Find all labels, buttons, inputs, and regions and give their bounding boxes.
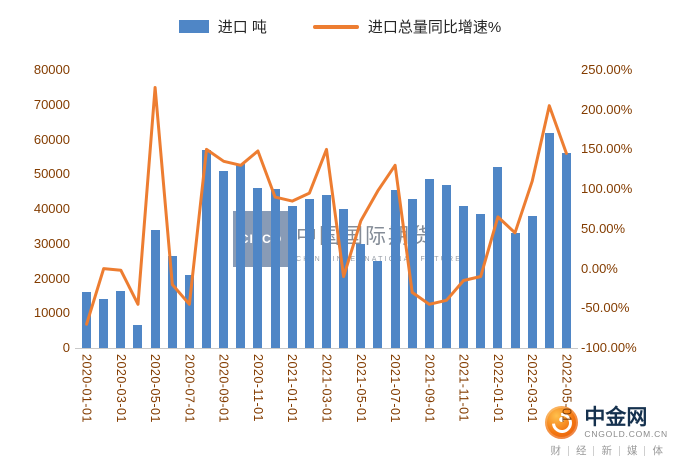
y-axis-right-tick-label: 50.00% xyxy=(581,220,626,236)
import-bar xyxy=(544,132,554,348)
import-bar xyxy=(424,179,434,348)
y-axis-right-tick-label: -50.00% xyxy=(581,300,630,316)
y-axis-right-tick-label: -100.00% xyxy=(581,340,637,355)
x-axis-tick-label: 2021-05-01 xyxy=(353,354,368,423)
x-axis-tick-label: 2021-07-01 xyxy=(388,354,403,423)
import-bar xyxy=(561,153,571,348)
import-bar xyxy=(527,215,537,348)
tagline-char: 财 xyxy=(550,445,561,457)
import-bar xyxy=(133,325,143,348)
x-axis-tick-label: 2020-07-01 xyxy=(182,354,197,423)
y-axis-right-tick-label: 0.00% xyxy=(581,260,618,276)
x-axis-line xyxy=(75,348,578,349)
x-axis-tick-label: 2022-01-01 xyxy=(490,354,505,423)
cngold-brand: 中金网 CNGOLD.COM.CN 财 经 新 媒 体 xyxy=(545,406,668,458)
x-axis-tick-label: 2020-11-01 xyxy=(250,354,265,423)
y-axis-left-tick-label: 30000 xyxy=(33,235,70,251)
brand-tagline: 财经新媒体 xyxy=(550,443,663,458)
brand-row: 中金网 CNGOLD.COM.CN xyxy=(545,406,668,439)
x-axis-tick-label: 2020-05-01 xyxy=(148,354,163,423)
import-bar xyxy=(322,195,331,348)
import-bar xyxy=(184,275,194,348)
import-bar xyxy=(287,205,297,348)
y-axis-left-tick-label: 40000 xyxy=(33,201,70,216)
tagline-separator xyxy=(644,445,646,456)
import-bar xyxy=(476,214,486,348)
line-series-label: 进口总量同比增速% xyxy=(367,19,502,36)
y-axis-left-tick-label: 0 xyxy=(62,340,70,355)
x-axis-tick-label: 2021-03-01 xyxy=(319,354,334,423)
import-bar xyxy=(202,149,212,348)
tagline-char: 体 xyxy=(652,445,663,457)
x-axis-tick-label: 2022-03-01 xyxy=(525,354,540,423)
import-bar xyxy=(270,188,280,348)
x-axis-tick-label: 2021-01-01 xyxy=(285,354,300,423)
import-bar xyxy=(99,299,109,348)
x-axis-tick-label: 2020-01-01 xyxy=(79,354,94,423)
import-bar xyxy=(510,233,520,348)
legend-item-yoy-growth: 进口总量同比增速% xyxy=(312,16,502,37)
import-bar xyxy=(116,290,126,348)
tagline-separator xyxy=(618,445,620,456)
y-axis-left-tick-label: 10000 xyxy=(33,305,70,321)
brand-text: 中金网 CNGOLD.COM.CN xyxy=(584,405,668,439)
x-axis-tick-label: 2021-11-01 xyxy=(456,354,471,423)
tagline-separator xyxy=(567,445,569,456)
y-axis-right-tick-label: 250.00% xyxy=(581,62,633,77)
y-axis-left-tick-label: 50000 xyxy=(33,166,70,182)
import-bar xyxy=(339,209,349,348)
import-bar xyxy=(253,188,263,348)
y-axis-right-tick-label: 100.00% xyxy=(581,181,633,197)
import-bar xyxy=(356,243,366,348)
swirl-logo-icon xyxy=(545,406,579,439)
import-bar xyxy=(493,167,503,348)
tagline-separator xyxy=(593,445,595,456)
import-bar xyxy=(441,184,451,348)
import-bar xyxy=(459,205,469,348)
import-bar xyxy=(407,198,417,348)
legend-item-imports: 进口 吨 xyxy=(178,16,267,37)
import-bar xyxy=(219,170,229,348)
chart-legend: 进口 吨 进口总量同比增速% xyxy=(0,16,680,37)
line-series-swatch xyxy=(312,24,359,29)
y-axis-left-tick-label: 70000 xyxy=(33,96,70,112)
y-axis-left-tick-label: 60000 xyxy=(33,131,70,147)
import-bar xyxy=(390,189,400,348)
tagline-char: 媒 xyxy=(626,445,638,457)
x-axis-tick-label: 2021-09-01 xyxy=(422,354,437,423)
brand-domain: CNGOLD.COM.CN xyxy=(584,428,668,439)
tagline-char: 经 xyxy=(575,445,587,457)
y-axis-left-tick-label: 20000 xyxy=(33,270,70,286)
import-bar xyxy=(236,163,246,348)
brand-name: 中金网 xyxy=(584,405,648,429)
y-axis-left-tick-label: 80000 xyxy=(33,62,70,77)
x-axis-tick-label: 2020-09-01 xyxy=(216,354,231,423)
import-bar xyxy=(150,229,160,348)
import-bar xyxy=(373,261,383,348)
import-bar xyxy=(167,255,177,348)
y-axis-right-tick-label: 150.00% xyxy=(581,141,633,157)
import-bar xyxy=(304,198,314,348)
tagline-char: 新 xyxy=(601,445,612,457)
bar-series-swatch xyxy=(178,20,209,33)
bar-series-label: 进口 吨 xyxy=(217,19,267,36)
y-axis-right-tick-label: 200.00% xyxy=(581,101,633,117)
x-axis-tick-label: 2020-03-01 xyxy=(113,354,128,423)
x-axis-tick-label: 2022-05-01 xyxy=(559,354,574,423)
import-bar xyxy=(82,292,92,348)
